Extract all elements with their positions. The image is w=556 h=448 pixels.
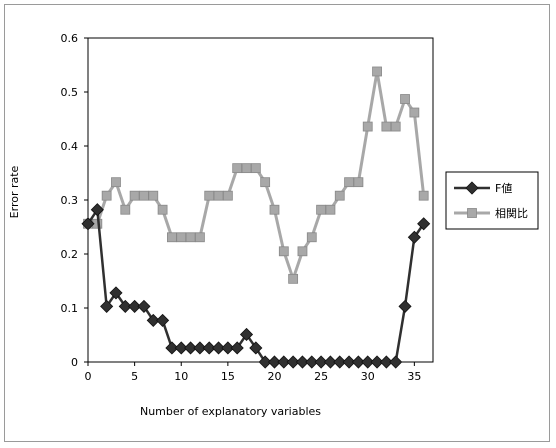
square-marker [158, 205, 167, 214]
y-tick-label: 0 [71, 356, 78, 369]
y-axis-title: Error rate [8, 165, 21, 218]
y-tick-label: 0.5 [61, 86, 79, 99]
square-marker [270, 205, 279, 214]
square-marker [289, 274, 298, 283]
y-tick-label: 0.6 [61, 32, 79, 45]
legend-square-marker [468, 209, 477, 218]
square-marker [345, 178, 354, 187]
square-marker [205, 191, 214, 200]
square-marker [233, 164, 242, 173]
square-marker [307, 233, 316, 242]
square-marker [410, 108, 419, 117]
x-axis-title: Number of explanatory variables [140, 405, 321, 418]
y-tick-label: 0.1 [61, 302, 79, 315]
square-marker [223, 191, 232, 200]
square-marker [363, 122, 372, 131]
square-marker [111, 178, 120, 187]
square-marker [326, 205, 335, 214]
square-marker [139, 191, 148, 200]
square-marker [102, 191, 111, 200]
square-marker [382, 122, 391, 131]
x-tick-label: 0 [85, 370, 92, 383]
x-tick-label: 25 [314, 370, 328, 383]
square-marker [354, 178, 363, 187]
square-marker [373, 67, 382, 76]
y-tick-label: 0.2 [61, 248, 79, 261]
square-marker [401, 95, 410, 104]
square-marker [167, 233, 176, 242]
x-tick-label: 30 [361, 370, 375, 383]
square-marker [177, 233, 186, 242]
square-marker [121, 205, 130, 214]
square-marker [195, 233, 204, 242]
x-tick-label: 5 [131, 370, 138, 383]
y-tick-label: 0.4 [61, 140, 79, 153]
x-tick-label: 35 [407, 370, 421, 383]
square-marker [391, 122, 400, 131]
square-marker [419, 191, 428, 200]
square-marker [251, 164, 260, 173]
square-marker [279, 247, 288, 256]
square-marker [149, 191, 158, 200]
square-marker [261, 178, 270, 187]
square-marker [317, 205, 326, 214]
square-marker [130, 191, 139, 200]
legend-label: F値 [495, 182, 512, 195]
square-marker [186, 233, 195, 242]
y-tick-label: 0.3 [61, 194, 79, 207]
x-tick-label: 20 [267, 370, 281, 383]
square-marker [298, 247, 307, 256]
square-marker [335, 191, 344, 200]
x-tick-label: 10 [174, 370, 188, 383]
x-tick-label: 15 [221, 370, 235, 383]
square-marker [242, 164, 251, 173]
square-marker [214, 191, 223, 200]
legend-box [446, 172, 538, 229]
y-axis: 0 0.1 0.2 0.3 0.4 0.5 0.6 [61, 32, 89, 369]
legend-label: 相関比 [495, 207, 528, 220]
